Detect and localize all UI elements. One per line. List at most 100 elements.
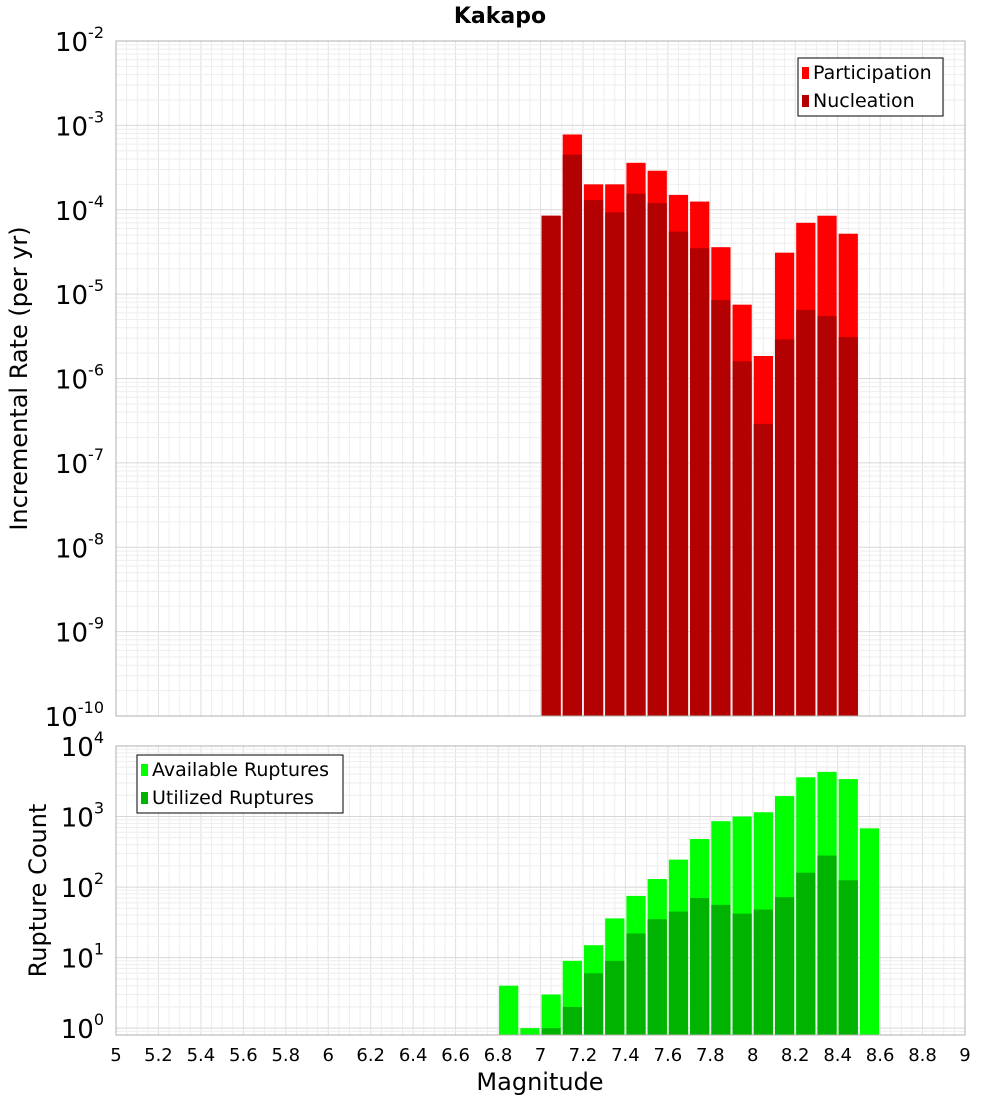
y-axis-label: Incremental Rate (per yr)	[5, 226, 33, 530]
plot-frame	[115, 745, 966, 1036]
y-tick-exponent: -2	[88, 23, 104, 42]
y-tick-label: 10-5	[55, 276, 104, 311]
bar-utilized-ruptures	[583, 973, 604, 1035]
y-tick-labels: 10-210-310-410-510-610-710-810-910-10	[45, 23, 104, 733]
bar-nucleation	[817, 316, 837, 716]
y-tick-label: 102	[61, 869, 104, 904]
y-tick-base: 10	[55, 619, 88, 649]
y-tick-base: 10	[55, 197, 88, 227]
y-tick-label: 10-9	[55, 614, 104, 649]
bar-utilized-ruptures	[817, 855, 837, 1035]
y-tick-exponent: 3	[94, 799, 104, 818]
x-tick-label: 7.2	[569, 1045, 598, 1066]
x-tick-label: 8.6	[866, 1045, 895, 1066]
bar-utilized-ruptures	[732, 913, 752, 1035]
bar-utilized-ruptures	[838, 880, 858, 1035]
y-tick-exponent: -9	[88, 614, 104, 633]
y-tick-base: 10	[45, 703, 78, 733]
y-tick-label: 10-10	[45, 698, 104, 733]
y-tick-label: 101	[61, 940, 104, 975]
y-tick-exponent: 1	[94, 940, 104, 959]
y-tick-label: 104	[61, 728, 104, 763]
legend-swatch	[141, 764, 148, 776]
x-tick-label: 8.4	[823, 1045, 852, 1066]
y-tick-exponent: -10	[78, 698, 104, 717]
plot-frame	[115, 40, 966, 717]
y-tick-label: 10-4	[55, 192, 104, 227]
bar-nucleation	[562, 154, 582, 716]
legend-label: Nucleation	[813, 90, 915, 112]
x-tick-label: 6.8	[484, 1045, 513, 1066]
bar-utilized-ruptures	[690, 898, 710, 1035]
x-tick-label: 7.4	[611, 1045, 640, 1066]
bar-utilized-ruptures	[711, 904, 731, 1035]
x-tick-label: 5.4	[187, 1045, 216, 1066]
bar-utilized-ruptures	[647, 919, 667, 1035]
y-tick-label: 10-6	[55, 361, 104, 396]
x-tick-label: 8	[747, 1045, 758, 1066]
y-tick-base: 10	[61, 733, 94, 763]
y-tick-label: 10-3	[55, 107, 104, 142]
y-tick-exponent: 0	[94, 1010, 104, 1029]
bar-nucleation	[583, 200, 604, 716]
chart-title: Kakapo	[454, 4, 546, 29]
y-tick-label: 10-7	[55, 445, 104, 480]
bar-utilized-ruptures	[541, 1028, 561, 1035]
legend-swatch	[802, 67, 809, 79]
bar-utilized-ruptures	[562, 1006, 582, 1035]
y-tick-exponent: 2	[94, 869, 104, 888]
y-tick-base: 10	[61, 804, 94, 834]
bars	[499, 771, 880, 1035]
bar-nucleation	[541, 215, 561, 717]
bar-available-ruptures	[520, 1028, 540, 1035]
x-tick-label: 6.6	[441, 1045, 470, 1066]
y-tick-label: 100	[61, 1010, 104, 1045]
y-tick-exponent: -4	[88, 192, 104, 211]
y-tick-base: 10	[55, 112, 88, 142]
bar-utilized-ruptures	[796, 872, 816, 1035]
legend: Participation Nucleation	[797, 57, 944, 117]
bar-nucleation	[626, 193, 646, 716]
x-tick-label: 5.8	[271, 1045, 300, 1066]
bar-nucleation	[796, 309, 816, 716]
bar-available-ruptures	[859, 828, 880, 1035]
bar-available-ruptures	[499, 985, 519, 1035]
y-tick-exponent: -7	[88, 445, 104, 464]
x-tick-label: 7.8	[696, 1045, 725, 1066]
bars	[541, 134, 858, 717]
y-tick-base: 10	[55, 366, 88, 396]
x-tick-label: 6.4	[399, 1045, 428, 1066]
bar-utilized-ruptures	[605, 960, 625, 1035]
y-tick-base: 10	[61, 945, 94, 975]
bar-nucleation	[732, 361, 752, 716]
x-tick-label: 7	[535, 1045, 546, 1066]
bar-nucleation	[711, 300, 731, 716]
x-tick-label: 6.2	[356, 1045, 385, 1066]
y-tick-base: 10	[55, 534, 88, 564]
y-tick-exponent: -5	[88, 276, 104, 295]
x-tick-label: 8.8	[908, 1045, 937, 1066]
x-tick-label: 5.6	[229, 1045, 258, 1066]
y-tick-base: 10	[55, 450, 88, 480]
x-axis-ticks: 5 5.2 5.4 5.6 5.8 6 6.2 6.4 6.6 6.8 7 7.2 7.4 7.6 7.8 8…	[110, 1045, 970, 1066]
x-tick-label: 9	[959, 1045, 970, 1066]
bar-available-ruptures	[541, 994, 561, 1035]
bar-utilized-ruptures	[626, 933, 646, 1035]
y-tick-base: 10	[55, 281, 88, 311]
bar-utilized-ruptures	[774, 897, 795, 1035]
legend-box	[797, 57, 944, 117]
grid-lines	[115, 41, 966, 717]
x-tick-label: 7.6	[654, 1045, 683, 1066]
x-tick-label: 5	[110, 1045, 121, 1066]
y-tick-exponent: -6	[88, 361, 104, 380]
x-tick-label: 8.2	[781, 1045, 810, 1066]
bar-nucleation	[774, 339, 795, 716]
bar-nucleation	[605, 212, 625, 717]
y-tick-base: 10	[61, 1015, 94, 1045]
y-tick-label: 10-8	[55, 529, 104, 564]
x-tick-label: 6	[323, 1045, 334, 1066]
legend-label: Available Ruptures	[152, 759, 329, 781]
y-tick-exponent: 4	[94, 728, 104, 747]
y-tick-base: 10	[61, 874, 94, 904]
